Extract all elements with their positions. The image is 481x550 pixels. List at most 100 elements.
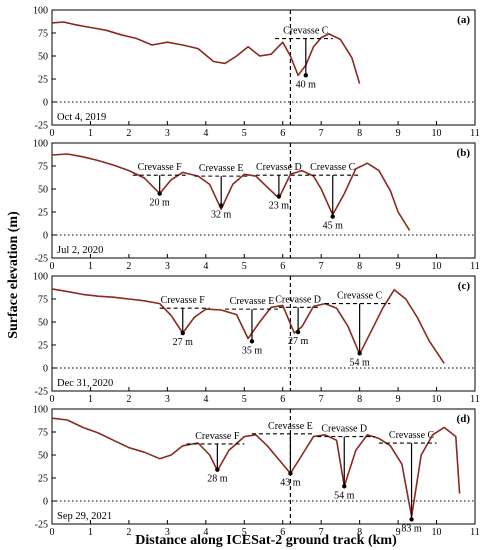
x-tick-label: 2 [126, 261, 131, 272]
x-tick-label: 5 [242, 128, 247, 139]
panel-letter: (b) [457, 147, 471, 159]
y-tick-label: 75 [38, 162, 48, 173]
panel-date: Jul 2, 2020 [57, 245, 103, 256]
crevasse-bottom-marker [342, 484, 347, 489]
panel-frame [51, 408, 476, 525]
elevation-profile [51, 288, 445, 364]
crevasse-bottom-marker [180, 330, 185, 336]
x-tick-label: 8 [357, 261, 362, 272]
crevasse-annotation: Crevasse C 45 m [298, 162, 360, 232]
x-tick-label: 1 [88, 527, 93, 538]
y-tick-label: -25 [35, 520, 48, 531]
y-tick-label: 100 [33, 139, 48, 150]
crevasse-name-label: Crevasse D [321, 424, 367, 435]
x-tick-label: 6 [280, 527, 285, 538]
crevasse-name-label: Crevasse D [275, 294, 321, 305]
crevasse-name-label: Crevasse C [283, 26, 329, 37]
crevasse-annotation: Crevasse E 35 m [225, 296, 279, 356]
x-tick-label: 11 [470, 527, 480, 538]
x-axis-title: Distance along ICESat-2 ground track (km… [135, 533, 397, 548]
panel-letter: (c) [458, 280, 471, 292]
y-tick-label: 75 [38, 29, 48, 40]
x-tick-label: 2 [126, 527, 131, 538]
x-tick-label: 8 [357, 527, 362, 538]
crevasse-name-label: Crevasse C [310, 162, 356, 173]
crevasse-bottom-marker [288, 471, 293, 476]
x-tick-label: 3 [165, 527, 170, 538]
panel-date: Sep 29, 2021 [57, 511, 112, 522]
x-tick-label: 10 [432, 394, 442, 405]
y-tick-label: 0 [43, 231, 48, 242]
y-axis-title: Surface elevation (m) [6, 211, 21, 339]
x-tick-label: 9 [396, 128, 401, 139]
crevasse-depth-label: 27 m [173, 337, 194, 348]
x-tick-label: 5 [242, 261, 247, 272]
y-tick-label: 75 [38, 428, 48, 439]
x-tick-label: 5 [242, 394, 247, 405]
crevasse-annotation: Crevasse F 27 m [159, 295, 210, 348]
crevasse-bottom-marker [215, 467, 220, 472]
crevasse-annotation: Crevasse D 54 m [317, 424, 376, 501]
crevasse-name-label: Crevasse C [389, 430, 435, 441]
crevasse-bottom-marker [276, 194, 282, 199]
crevasse-depth-label: 40 m [296, 79, 317, 90]
panel-frame [51, 9, 476, 126]
panel-letter: (d) [457, 413, 471, 425]
x-tick-label: 9 [396, 527, 401, 538]
x-tick-label: 11 [470, 394, 480, 405]
x-tick-label: 11 [470, 128, 480, 139]
crevasse-bottom-marker [357, 351, 362, 356]
y-tick-label: 100 [33, 6, 48, 17]
x-tick-label: 4 [203, 527, 208, 538]
x-tick-label: 0 [50, 527, 55, 538]
panel-frame [51, 142, 476, 259]
crevasse-name-label: Crevasse F [195, 431, 240, 442]
crevasse-name-label: Crevasse E [230, 296, 275, 307]
x-tick-label: 6 [280, 394, 285, 405]
x-tick-label: 10 [432, 261, 442, 272]
crevasse-name-label: Crevasse F [161, 295, 206, 306]
crevasse-bottom-marker [330, 214, 335, 219]
x-tick-label: 7 [319, 394, 324, 405]
crevasse-annotation: Crevasse D 23 m [255, 162, 302, 211]
x-tick-label: 10 [432, 128, 442, 139]
y-tick-label: -25 [35, 387, 48, 398]
crevasse-depth-label: 83 m [401, 523, 422, 534]
x-tick-label: 0 [50, 394, 55, 405]
x-tick-label: 4 [203, 128, 208, 139]
crevasse-depth-label: 35 m [242, 345, 263, 356]
x-tick-label: 6 [280, 261, 285, 272]
crevasse-annotation: Crevasse F 20 m [132, 162, 187, 209]
x-tick-label: 3 [165, 128, 170, 139]
x-tick-label: 8 [357, 394, 362, 405]
crevasse-bottom-marker [409, 517, 414, 522]
x-tick-label: 9 [396, 394, 401, 405]
crevasse-depth-label: 54 m [349, 357, 370, 368]
elevation-profile [51, 153, 411, 231]
crevasse-depth-label: 54 m [334, 490, 355, 501]
x-tick-label: 6 [280, 128, 285, 139]
y-tick-label: 75 [38, 295, 48, 306]
crevasse-depth-label: 32 m [211, 210, 232, 221]
crevasse-depth-label: 28 m [207, 474, 228, 485]
x-tick-label: 3 [165, 394, 170, 405]
crevasse-annotation: Crevasse E 32 m [194, 163, 249, 221]
y-tick-label: 50 [38, 451, 48, 462]
x-tick-label: 10 [432, 527, 442, 538]
x-tick-label: 2 [126, 128, 131, 139]
crevasse-bottom-marker [295, 329, 301, 335]
x-tick-label: 1 [88, 128, 93, 139]
x-tick-label: 0 [50, 261, 55, 272]
crevasse-bottom-marker [157, 191, 162, 196]
y-tick-label: 100 [33, 272, 48, 283]
y-tick-label: 25 [38, 75, 48, 86]
y-tick-label: -25 [35, 121, 48, 132]
crevasse-annotation: Crevasse C 54 m [325, 291, 391, 368]
crevasse-annotation: Crevasse D 27 m [275, 294, 322, 347]
y-tick-label: 25 [38, 208, 48, 219]
